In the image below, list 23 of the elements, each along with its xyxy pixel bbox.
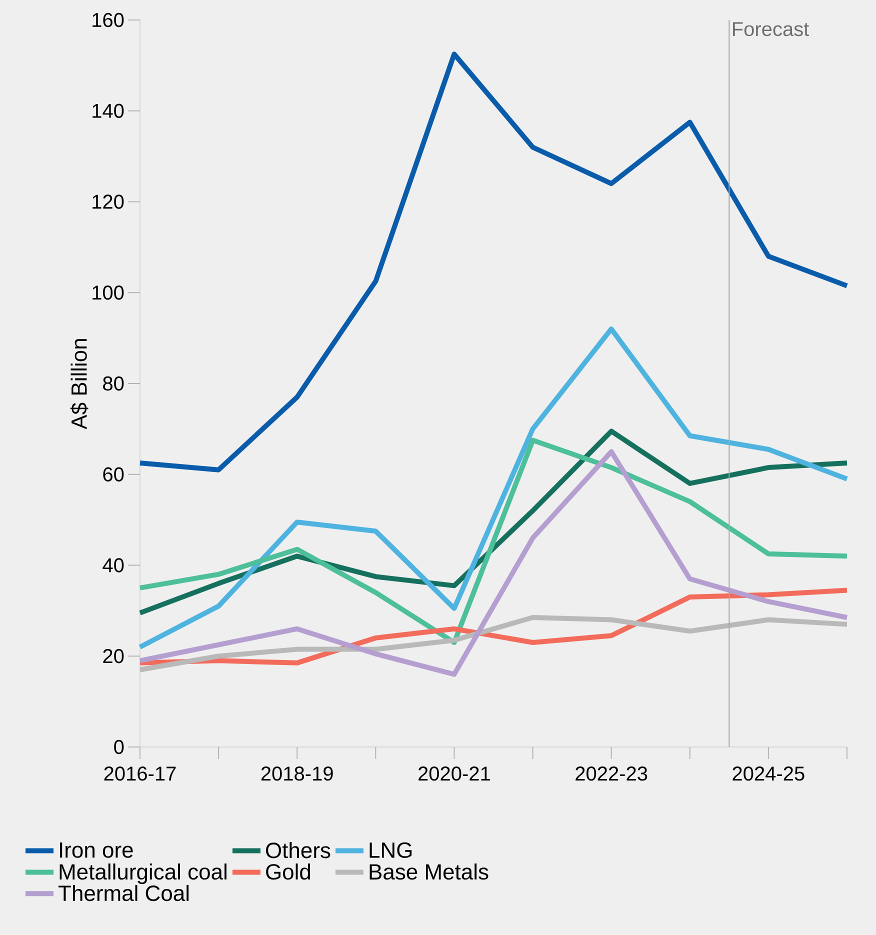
y-tick-label: 120 xyxy=(92,194,124,209)
x-tick-label: 2018-19 xyxy=(261,766,333,781)
legend-label: Thermal Coal xyxy=(58,884,189,902)
y-tick-label: 100 xyxy=(92,286,124,300)
legend-label: Base Metals xyxy=(370,864,488,880)
annotation: Forecast xyxy=(733,22,810,36)
y-tick-label: 160 xyxy=(92,12,124,28)
x-tick-label: 2022-23 xyxy=(576,766,648,781)
legend-label: Others xyxy=(266,842,330,858)
y-tick-label: 80 xyxy=(103,376,124,391)
x-tick-label: 2020-21 xyxy=(418,766,490,781)
legend-label: Iron ore xyxy=(60,842,133,858)
y-tick-label: 0 xyxy=(114,740,124,754)
x-tick-label: 2016-17 xyxy=(104,766,176,781)
x-tick-label: 2024-25 xyxy=(732,766,804,781)
y-axis-title: A$ Billion xyxy=(70,339,88,430)
legend-label: LNG xyxy=(370,842,412,858)
legend-label: Gold xyxy=(266,864,310,880)
y-tick-label: 60 xyxy=(103,467,124,482)
y-tick-label: 40 xyxy=(102,558,124,572)
legend-label: Metallurgical coal xyxy=(60,864,226,884)
y-tick-label: 20 xyxy=(103,649,124,664)
y-tick-label: 140 xyxy=(92,104,124,118)
